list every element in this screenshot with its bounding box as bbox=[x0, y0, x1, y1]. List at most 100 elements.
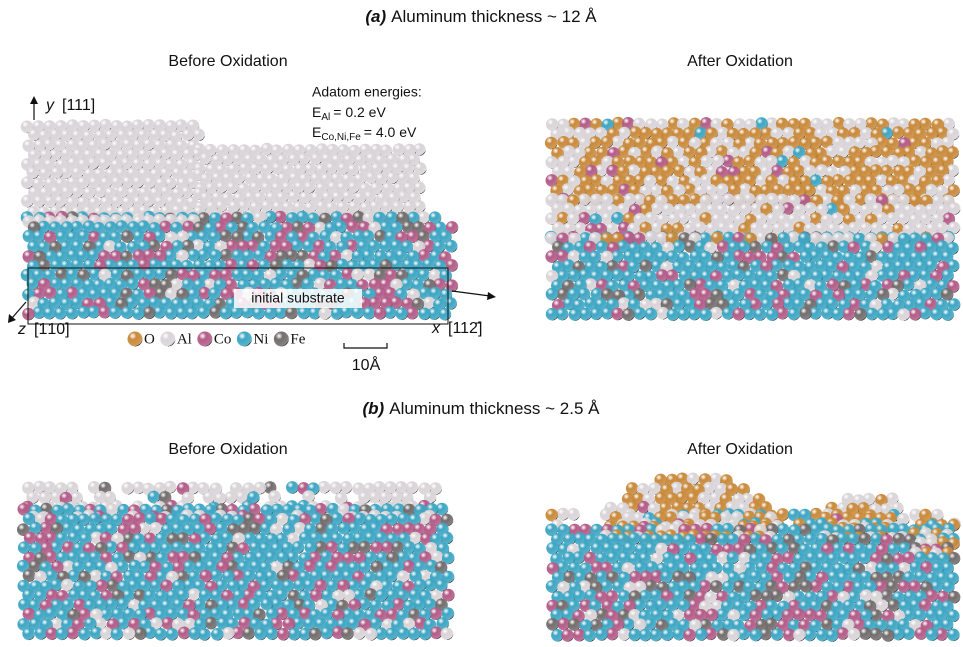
panel-a-heading: (a)Aluminum thickness ~ 12 Å bbox=[365, 7, 597, 26]
atom bbox=[799, 307, 812, 320]
atom bbox=[288, 628, 301, 641]
legend-swatch bbox=[274, 332, 289, 347]
atom bbox=[545, 250, 558, 263]
atom bbox=[926, 628, 939, 641]
atom bbox=[318, 481, 331, 494]
atom bbox=[793, 608, 806, 621]
atom bbox=[264, 307, 277, 320]
atom bbox=[831, 308, 844, 321]
atom bbox=[727, 629, 740, 642]
atom bbox=[78, 628, 91, 641]
atom bbox=[192, 129, 205, 142]
atom bbox=[408, 628, 421, 641]
atom bbox=[441, 532, 454, 545]
atom bbox=[54, 307, 67, 320]
atom bbox=[198, 628, 211, 641]
atom bbox=[622, 308, 635, 321]
atom bbox=[710, 580, 723, 593]
atom bbox=[353, 627, 366, 640]
atom bbox=[166, 628, 179, 641]
symbol: E bbox=[312, 124, 321, 140]
atom bbox=[298, 307, 311, 320]
atom bbox=[633, 307, 646, 320]
atom bbox=[595, 628, 608, 641]
atom bbox=[43, 307, 56, 320]
legend-label: Al bbox=[177, 331, 192, 347]
atom bbox=[319, 307, 332, 320]
atom bbox=[134, 627, 147, 640]
atom bbox=[882, 629, 895, 642]
atom bbox=[546, 288, 559, 301]
atom bbox=[197, 306, 210, 319]
atom bbox=[788, 308, 801, 321]
atom bbox=[836, 627, 849, 640]
arrow-head bbox=[487, 292, 496, 300]
atom bbox=[220, 307, 233, 320]
axis-dir: [1̄10] bbox=[34, 321, 70, 338]
arrow-head bbox=[30, 96, 38, 104]
figure: (a)Aluminum thickness ~ 12 Å Before Oxid… bbox=[0, 0, 963, 647]
substrate-label: initial substrate bbox=[251, 290, 345, 306]
atom bbox=[886, 212, 899, 225]
atom bbox=[661, 628, 674, 641]
legend-swatch bbox=[237, 332, 252, 347]
atom bbox=[121, 230, 134, 243]
atom bbox=[909, 308, 922, 321]
atom bbox=[842, 308, 855, 321]
panel-label: (b) bbox=[363, 399, 385, 418]
atom bbox=[441, 627, 454, 640]
atom bbox=[892, 126, 905, 139]
legend-label: Fe bbox=[290, 331, 305, 347]
atom bbox=[546, 618, 559, 631]
atom bbox=[33, 195, 46, 208]
axis-label: z[1̄10] bbox=[17, 321, 70, 338]
legend-label: O bbox=[144, 331, 155, 347]
atom bbox=[667, 308, 680, 321]
panel-title: Aluminum thickness ~ 2.5 Å bbox=[389, 399, 600, 418]
atom bbox=[941, 308, 954, 321]
atom bbox=[650, 629, 663, 642]
atom bbox=[645, 308, 658, 321]
legend-label: Co bbox=[214, 331, 232, 347]
atom bbox=[854, 308, 867, 321]
atom bbox=[266, 627, 279, 640]
symbol: E bbox=[312, 104, 321, 120]
atom bbox=[782, 551, 795, 564]
atom bbox=[303, 579, 316, 592]
atom bbox=[66, 307, 79, 320]
atom bbox=[154, 628, 167, 641]
atom bbox=[226, 181, 239, 194]
atom bbox=[750, 629, 763, 642]
atom bbox=[722, 193, 735, 206]
atom bbox=[897, 212, 910, 225]
panel-title: Aluminum thickness ~ 12 Å bbox=[391, 7, 597, 26]
atom bbox=[909, 155, 922, 168]
atom bbox=[385, 628, 398, 641]
atom bbox=[109, 306, 122, 319]
atom bbox=[749, 589, 762, 602]
value: = 4.0 eV bbox=[364, 124, 417, 140]
panel-b-heading: (b)Aluminum thickness ~ 2.5 Å bbox=[363, 399, 601, 418]
atom bbox=[56, 628, 69, 641]
atom bbox=[732, 308, 745, 321]
atom bbox=[21, 195, 34, 208]
axis-arrow bbox=[452, 291, 490, 296]
column-title: Before Oxidation bbox=[168, 441, 287, 458]
atom bbox=[439, 308, 452, 321]
atom bbox=[744, 155, 757, 168]
atom bbox=[277, 628, 290, 641]
atom bbox=[45, 607, 58, 620]
atom bbox=[309, 628, 322, 641]
scale-bar bbox=[344, 343, 387, 348]
legend-swatch bbox=[160, 332, 175, 347]
atom bbox=[561, 629, 574, 642]
column-title: After Oxidation bbox=[687, 441, 793, 458]
atom bbox=[338, 522, 351, 535]
atom bbox=[165, 307, 178, 320]
atom bbox=[132, 307, 145, 320]
atom bbox=[254, 628, 267, 641]
atom bbox=[331, 307, 344, 320]
atom bbox=[902, 278, 915, 291]
atom bbox=[677, 308, 690, 321]
atom bbox=[611, 308, 624, 321]
